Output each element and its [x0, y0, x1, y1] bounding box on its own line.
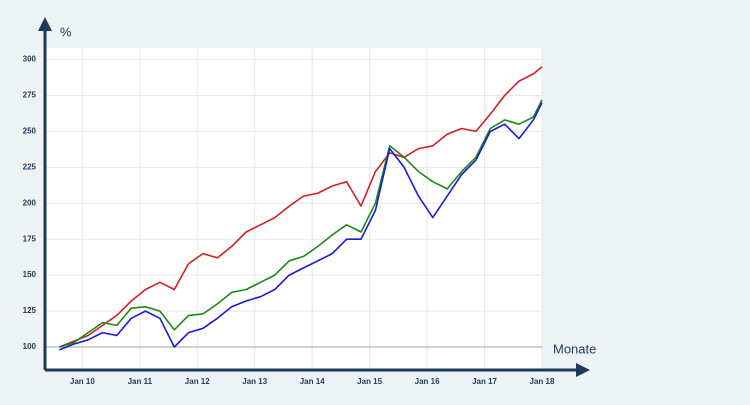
y-tick-label: 250: [23, 126, 37, 135]
series-line: [59, 66, 543, 348]
x-axis-arrow: [576, 363, 590, 377]
y-tick-label: 175: [23, 234, 37, 243]
x-tick-label: Jan 13: [242, 377, 267, 386]
x-tick-label: Jan 15: [357, 377, 382, 386]
y-tick-label: 100: [23, 342, 37, 351]
y-tick-label: 150: [23, 270, 37, 279]
x-tick-label: Jan 14: [300, 377, 325, 386]
y-tick-label: 275: [23, 91, 37, 100]
y-tick-label: 300: [23, 55, 37, 64]
plot-area: [45, 48, 542, 370]
x-tick-label: Jan 16: [415, 377, 440, 386]
y-axis-label: %: [60, 24, 72, 39]
x-tick-label: Jan 11: [128, 377, 153, 386]
x-tick-label: Jan 17: [472, 377, 497, 386]
x-tick-label: Jan 18: [530, 377, 555, 386]
x-tick-label: Jan 10: [70, 377, 95, 386]
x-axis-label: Monate: [553, 341, 596, 356]
y-tick-label: 125: [23, 306, 37, 315]
x-tick-label: Jan 12: [185, 377, 210, 386]
y-axis-arrow: [38, 17, 52, 31]
series-line: [59, 99, 543, 348]
y-tick-label: 200: [23, 198, 37, 207]
y-tick-label: 225: [23, 162, 37, 171]
series-line: [59, 102, 543, 351]
